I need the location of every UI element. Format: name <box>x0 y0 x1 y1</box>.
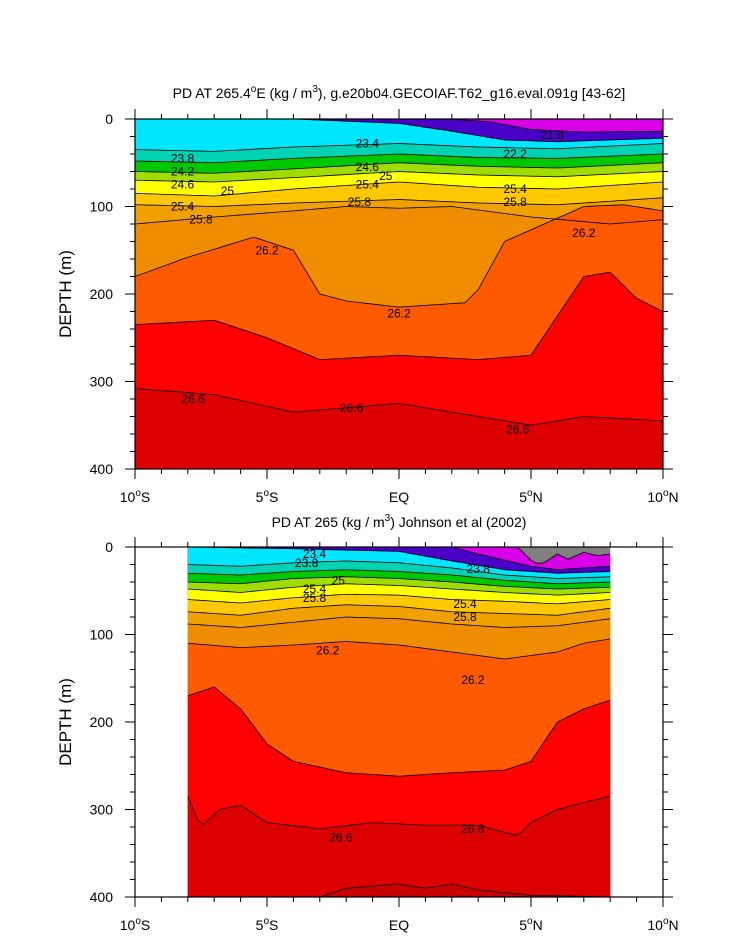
x-tick-label: EQ <box>389 489 409 505</box>
y-tick-label: 300 <box>90 802 114 818</box>
y-tick-label: 200 <box>90 286 114 302</box>
panel-2: 23.423.82525.425.823.825.425.826.226.226… <box>56 513 679 933</box>
y-tick-label: 200 <box>90 714 114 730</box>
contour-label: 23.8 <box>467 562 491 576</box>
contour-line-26 <box>134 206 664 225</box>
contour-line-23.8 <box>187 560 611 579</box>
contour-label: 26.2 <box>255 243 279 257</box>
contour-label: 25.8 <box>503 195 527 209</box>
y-tick-label: 300 <box>90 374 114 390</box>
density-band-26.8 <box>187 883 611 897</box>
contour-line-26 <box>187 616 611 628</box>
contour-label: 26.6 <box>329 831 353 845</box>
contour-line-25.8 <box>187 604 611 616</box>
contour-label: 23.4 <box>356 137 380 151</box>
contour-line-23.8 <box>134 143 664 152</box>
contour-label: 25.8 <box>303 591 327 605</box>
x-tick-label: 10oN <box>647 488 678 505</box>
x-tick-label: 5oS <box>256 488 279 505</box>
chart-title: PD AT 265 (kg / m3) Johnson et al (2002) <box>272 513 527 530</box>
contour-label: 25.4 <box>503 182 527 196</box>
contour-label: 25.8 <box>348 195 372 209</box>
contour-line-25 <box>187 583 611 596</box>
contour-label: 26.6 <box>506 423 530 437</box>
x-tick-label: EQ <box>389 917 409 933</box>
chart-title: PD AT 265.4oE (kg / m3), g.e20b04.GECOIA… <box>173 84 626 101</box>
contour-line-24.6 <box>134 162 664 174</box>
contour-line-26.4 <box>134 271 664 361</box>
contour-line-24.2 <box>134 153 664 164</box>
contour-label: 22.2 <box>503 147 527 161</box>
contour-line-26.2 <box>187 638 611 660</box>
panel-1: 21.823.423.824.224.6 2524.62525.425.425.8… <box>56 84 679 505</box>
contour-label: 25 <box>332 573 346 587</box>
contour-line-26.6 <box>134 388 664 426</box>
contour-label: 23.8 <box>295 556 319 570</box>
contour-label: 25.8 <box>189 213 213 227</box>
contour-line-24.2 <box>187 569 611 585</box>
contour-line-25.4 <box>134 181 664 197</box>
contour-label: 25.4 <box>171 200 195 214</box>
y-axis-title: DEPTH (m) <box>56 250 75 338</box>
contour-line-25.8 <box>134 197 664 207</box>
contour-label: 26.6 <box>461 822 485 836</box>
contour-label: 24.6 <box>171 178 195 192</box>
contour-label: 25 <box>379 169 393 183</box>
contour-label: 25.8 <box>453 610 477 624</box>
density-band-26.6 <box>187 796 611 897</box>
contour-line-23 <box>187 546 611 574</box>
x-tick-label: 5oS <box>256 916 279 933</box>
contour-line-26.4 <box>187 686 611 777</box>
contour-label: 26.2 <box>572 226 596 240</box>
contour-label: 25.4 <box>303 582 327 596</box>
y-axis-title: DEPTH (m) <box>56 678 75 766</box>
contour-line-26.6 <box>187 795 611 836</box>
x-tick-label: 5oN <box>519 916 542 933</box>
contour-label: 21.8 <box>540 128 564 142</box>
contour-label: 26.6 <box>340 401 364 415</box>
contour-line-25 <box>134 171 664 183</box>
contour-line-25.4 <box>187 593 611 605</box>
contour-label: 23.4 <box>303 547 327 561</box>
contour-label: 24.6 <box>356 160 380 174</box>
x-tick-label: 10oS <box>120 488 150 505</box>
contour-label: 25.4 <box>356 178 380 192</box>
contour-label: 26.6 <box>181 392 205 406</box>
x-tick-label: 10oN <box>647 916 678 933</box>
y-tick-label: 0 <box>105 539 113 555</box>
y-tick-label: 400 <box>90 889 114 905</box>
contour-label: 24.2 <box>171 165 195 179</box>
density-band-26.6 <box>135 388 663 469</box>
contour-label: 26.2 <box>316 643 340 657</box>
y-tick-label: 0 <box>105 111 113 127</box>
y-tick-label: 100 <box>90 627 114 643</box>
contour-label: 26.2 <box>387 306 411 320</box>
contour-label: 25 <box>221 184 235 198</box>
contour-label: 23.8 <box>171 151 195 165</box>
y-tick-label: 100 <box>90 199 114 215</box>
contour-label: 26.2 <box>461 673 485 687</box>
contour-line-24.6 <box>187 576 611 590</box>
contour-line-26.2 <box>134 204 664 308</box>
contour-label: 25.4 <box>453 597 477 611</box>
x-tick-label: 5oN <box>519 488 542 505</box>
x-tick-label: 10oS <box>120 916 150 933</box>
y-tick-label: 400 <box>90 461 114 477</box>
